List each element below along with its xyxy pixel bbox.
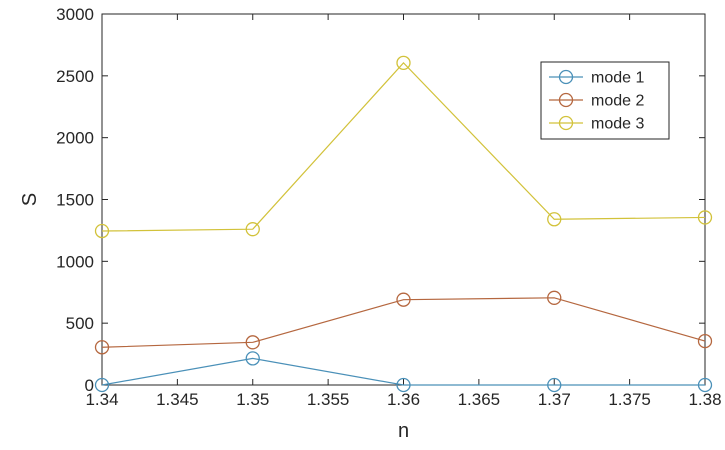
- x-tick-label: 1.36: [387, 390, 420, 409]
- legend-item: mode 1: [549, 70, 644, 87]
- x-tick-label: 1.355: [307, 390, 350, 409]
- legend: mode 1 mode 2 mode 3: [540, 61, 670, 140]
- data-point: [94, 340, 110, 355]
- x-tick-label: 1.34: [85, 390, 118, 409]
- data-point: [245, 351, 260, 366]
- y-tick-label: 500: [66, 314, 94, 333]
- series-mode-3: [94, 55, 713, 239]
- data-point: [697, 377, 713, 393]
- x-tick-label: 1.35: [236, 390, 269, 409]
- series-line: [101, 297, 706, 348]
- data-point: [547, 377, 562, 393]
- legend-swatch-marker: [558, 92, 574, 108]
- legend-label: mode 1: [591, 70, 644, 87]
- series-layer: [94, 55, 713, 393]
- series-mode-2: [94, 290, 713, 355]
- series-mode-1: [94, 351, 713, 393]
- data-point: [547, 212, 562, 227]
- legend-swatch-marker: [558, 69, 574, 85]
- y-tick-label: 1000: [56, 252, 94, 271]
- data-point: [94, 223, 110, 239]
- y-tick-label: 3000: [56, 5, 94, 24]
- y-axis-label: S: [19, 193, 41, 206]
- legend-item: mode 3: [549, 116, 644, 133]
- data-point: [697, 333, 713, 349]
- x-tick-label: 1.38: [688, 390, 721, 409]
- x-axis-label: n: [398, 420, 409, 442]
- legend-item: mode 2: [549, 93, 644, 110]
- series-line: [101, 357, 705, 386]
- data-point: [547, 290, 562, 305]
- x-tick-label: 1.375: [608, 390, 651, 409]
- data-point: [396, 55, 411, 70]
- data-point: [396, 292, 411, 307]
- series-line: [101, 61, 706, 232]
- x-tick-label: 1.37: [538, 390, 571, 409]
- data-point: [697, 210, 713, 225]
- y-tick-label: 1500: [56, 191, 94, 210]
- legend-label: mode 2: [591, 93, 644, 110]
- legend-label: mode 3: [591, 116, 644, 133]
- data-point: [94, 377, 110, 393]
- y-tick-label: 2000: [56, 129, 94, 148]
- data-point: [396, 377, 411, 393]
- data-point: [245, 222, 260, 237]
- legend-swatch-marker: [558, 115, 574, 131]
- x-tick-label: 1.365: [458, 390, 501, 409]
- y-tick-label: 2500: [56, 67, 94, 86]
- data-point: [245, 335, 260, 350]
- y-tick-label: 0: [85, 376, 94, 395]
- x-tick-label: 1.345: [156, 390, 199, 409]
